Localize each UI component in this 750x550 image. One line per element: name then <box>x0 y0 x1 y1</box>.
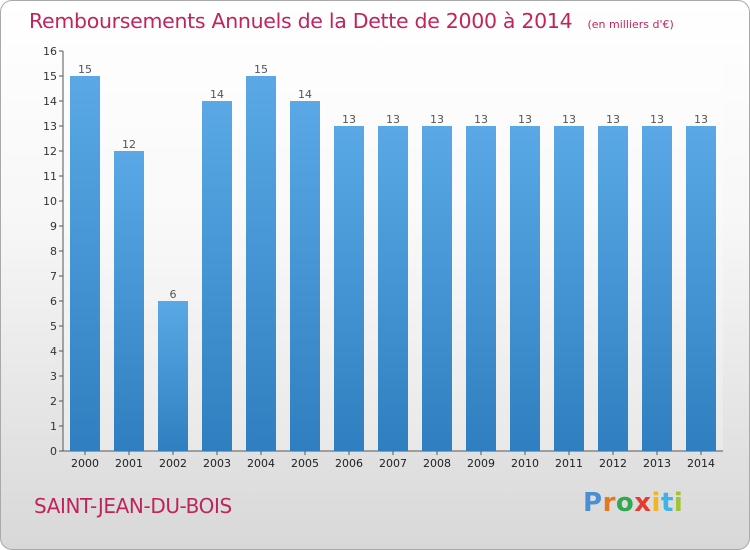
x-tick-label: 2010 <box>511 457 539 470</box>
y-tick-label: 12 <box>43 145 57 158</box>
y-tick-label: 5 <box>50 320 57 333</box>
bar <box>466 126 496 451</box>
bar-value-label: 6 <box>170 288 177 301</box>
y-tick-label: 3 <box>50 370 57 383</box>
y-tick-label: 4 <box>50 345 57 358</box>
y-tick-label: 6 <box>50 295 57 308</box>
commune-name: SAINT-JEAN-DU-BOIS <box>34 494 232 518</box>
logo-letter: i <box>673 488 684 518</box>
x-tick-label: 2003 <box>203 457 231 470</box>
y-tick-label: 9 <box>50 220 57 233</box>
bar <box>158 301 188 451</box>
bar <box>70 76 100 451</box>
logo-letter: t <box>660 488 674 518</box>
y-tick-label: 15 <box>43 70 57 83</box>
bar <box>290 101 320 451</box>
bar-value-label: 13 <box>430 113 444 126</box>
x-tick-label: 2013 <box>643 457 671 470</box>
bar-value-label: 13 <box>562 113 576 126</box>
bar <box>378 126 408 451</box>
chart-title-block: Remboursements Annuels de la Dette de 20… <box>29 9 674 33</box>
y-tick-label: 8 <box>50 245 57 258</box>
y-tick-label: 10 <box>43 195 57 208</box>
y-tick-label: 7 <box>50 270 57 283</box>
x-tick-label: 2008 <box>423 457 451 470</box>
y-tick-label: 16 <box>43 45 57 58</box>
bar <box>422 126 452 451</box>
bar-value-label: 13 <box>694 113 708 126</box>
y-tick-label: 14 <box>43 95 57 108</box>
bar-value-label: 12 <box>122 138 136 151</box>
x-tick-label: 2014 <box>687 457 715 470</box>
y-tick-label: 0 <box>50 445 57 458</box>
bar-value-label: 15 <box>78 63 92 76</box>
bar-value-label: 13 <box>650 113 664 126</box>
bar-value-label: 14 <box>298 88 312 101</box>
x-tick-label: 2004 <box>247 457 275 470</box>
logo-letter: i <box>651 488 661 518</box>
y-tick-label: 13 <box>43 120 57 133</box>
x-tick-label: 2000 <box>71 457 99 470</box>
bar-value-label: 15 <box>254 63 268 76</box>
y-tick-label: 11 <box>43 170 57 183</box>
x-tick-label: 2007 <box>379 457 407 470</box>
bar <box>202 101 232 451</box>
chart-unit-label: (en milliers d'€) <box>587 18 674 31</box>
bar-value-label: 13 <box>386 113 400 126</box>
bar <box>510 126 540 451</box>
logo-letter: r <box>602 488 616 518</box>
bar <box>598 126 628 451</box>
bar-value-label: 13 <box>342 113 356 126</box>
logo-letter: P <box>583 488 603 518</box>
x-tick-label: 2011 <box>555 457 583 470</box>
x-tick-label: 2005 <box>291 457 319 470</box>
bar-value-label: 13 <box>518 113 532 126</box>
y-tick-label: 1 <box>50 420 57 433</box>
y-tick-label: 2 <box>50 395 57 408</box>
x-tick-label: 2012 <box>599 457 627 470</box>
bar <box>686 126 716 451</box>
bar <box>554 126 584 451</box>
logo-letter: o <box>615 488 635 518</box>
bar-value-label: 13 <box>474 113 488 126</box>
bar <box>114 151 144 451</box>
x-tick-label: 2002 <box>159 457 187 470</box>
bar <box>334 126 364 451</box>
bar-value-label: 14 <box>210 88 224 101</box>
chart-title: Remboursements Annuels de la Dette de 20… <box>29 9 573 33</box>
x-tick-label: 2001 <box>115 457 143 470</box>
bar-value-label: 13 <box>606 113 620 126</box>
x-tick-label: 2009 <box>467 457 495 470</box>
x-tick-label: 2006 <box>335 457 363 470</box>
proxiti-logo: Proxiti <box>583 488 683 518</box>
logo-letter: x <box>634 488 652 518</box>
bar <box>246 76 276 451</box>
bar <box>642 126 672 451</box>
